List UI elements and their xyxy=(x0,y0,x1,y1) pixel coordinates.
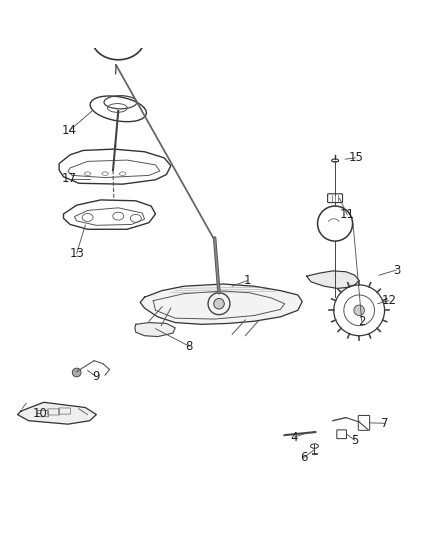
Text: 15: 15 xyxy=(348,151,363,164)
Polygon shape xyxy=(135,322,175,336)
Text: 1: 1 xyxy=(244,274,251,287)
Polygon shape xyxy=(307,271,359,288)
Circle shape xyxy=(214,298,224,309)
Text: 12: 12 xyxy=(381,294,396,307)
Polygon shape xyxy=(18,402,96,424)
Text: 7: 7 xyxy=(381,417,389,430)
Text: 3: 3 xyxy=(393,263,400,277)
Text: 6: 6 xyxy=(300,451,307,464)
Text: 2: 2 xyxy=(358,315,366,328)
Text: 5: 5 xyxy=(351,434,358,447)
Text: 11: 11 xyxy=(340,208,355,221)
Text: 4: 4 xyxy=(290,431,298,444)
Text: 13: 13 xyxy=(69,247,84,260)
Circle shape xyxy=(72,368,81,377)
Text: 17: 17 xyxy=(62,172,77,185)
Text: 14: 14 xyxy=(62,124,77,137)
Text: 9: 9 xyxy=(92,370,100,383)
Text: 10: 10 xyxy=(33,407,48,419)
Text: 8: 8 xyxy=(186,340,193,353)
Circle shape xyxy=(354,305,364,316)
Polygon shape xyxy=(140,284,302,324)
